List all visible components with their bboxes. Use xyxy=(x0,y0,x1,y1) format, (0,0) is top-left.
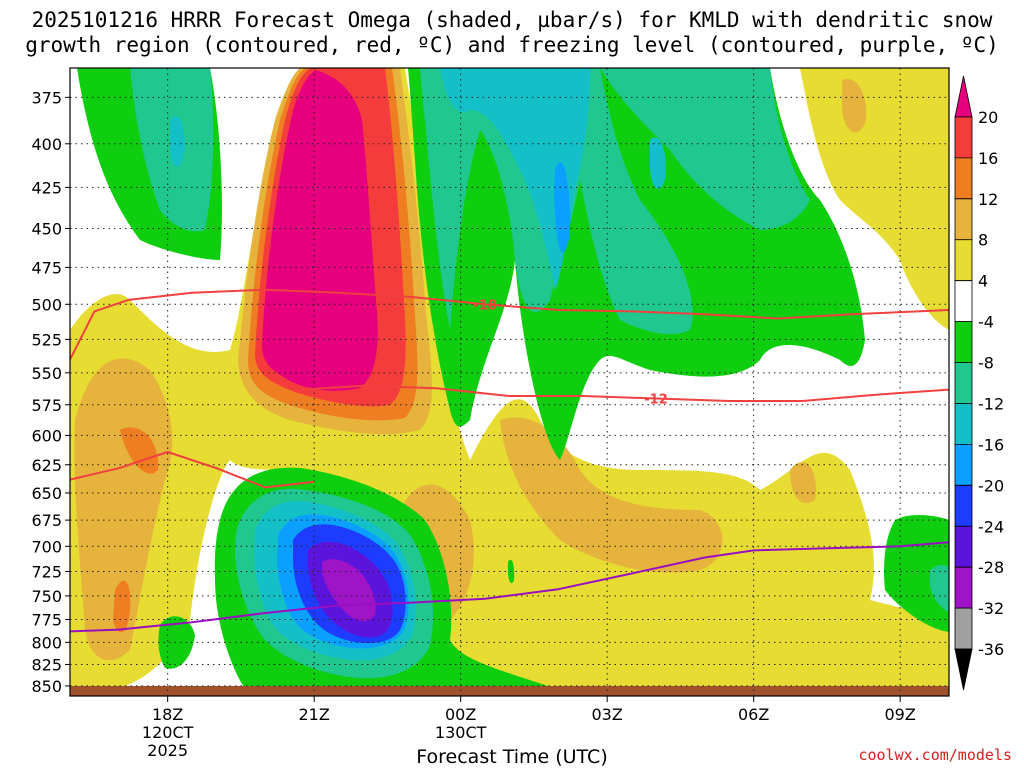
y-tick-label: 700 xyxy=(31,537,62,556)
colorbar-tick-label: -36 xyxy=(978,640,1004,659)
y-tick-label: 600 xyxy=(31,426,62,445)
y-axis: 375 400 425 450 475 500 525 550 575 600 625 650 675 7… xyxy=(31,88,70,696)
chart-title-line2: growth region (contoured, red, ºC) and f… xyxy=(25,33,999,57)
contours: -18 -12 xyxy=(70,288,949,633)
colorbar-swatch xyxy=(954,157,973,200)
omega-region xyxy=(554,162,571,253)
colorbar-swatch xyxy=(954,648,973,691)
x-tick-label: 18Z xyxy=(152,705,183,724)
colorbar-swatch xyxy=(954,239,973,282)
x-tick-sublabel: 120CT xyxy=(142,723,194,742)
omega-region xyxy=(930,565,949,612)
dgz-contour-label: -18 xyxy=(473,298,497,313)
colorbar-swatch xyxy=(954,444,973,486)
omega-region xyxy=(120,427,159,474)
omega-region xyxy=(440,68,590,290)
y-tick-label: 475 xyxy=(31,258,62,277)
dgz-contour xyxy=(70,288,949,361)
y-tick-label: 775 xyxy=(31,610,62,629)
colorbar-swatch xyxy=(954,362,973,404)
colorbar-swatch xyxy=(954,403,973,445)
freezing-level-contour xyxy=(70,541,949,633)
colorbar-tick-label: 4 xyxy=(978,272,988,291)
colorbar-tick-label: -4 xyxy=(978,313,994,332)
colorbar-swatch xyxy=(954,75,973,118)
x-tick-sublabel: 130CT xyxy=(435,723,487,742)
x-tick-label: 03Z xyxy=(592,705,623,724)
grid xyxy=(70,68,949,696)
omega-region xyxy=(842,79,867,133)
y-tick-label: 850 xyxy=(31,677,62,696)
x-tick-label: 06Z xyxy=(738,705,769,724)
omega-region xyxy=(650,137,666,189)
x-tick-label: 09Z xyxy=(885,705,916,724)
omega-shading xyxy=(70,68,949,696)
omega-region xyxy=(800,68,949,330)
dgz-contour xyxy=(299,384,949,402)
colorbar-swatch xyxy=(954,280,973,322)
y-tick-label: 450 xyxy=(31,219,62,238)
y-tick-label: 525 xyxy=(31,330,62,349)
colorbar-tick-label: -32 xyxy=(978,599,1004,618)
y-tick-label: 675 xyxy=(31,511,62,530)
colorbar-swatch xyxy=(954,198,973,241)
colorbar-swatch xyxy=(954,607,973,650)
x-axis-label: Forecast Time (UTC) xyxy=(416,746,608,768)
x-tick-sublabel: 2025 xyxy=(147,741,188,760)
colorbar-tick-label: -24 xyxy=(978,517,1004,536)
chart-title-line1: 2025101216 HRRR Forecast Omega (shaded, … xyxy=(31,8,993,32)
colorbar-tick-label: 8 xyxy=(978,231,988,250)
omega-region xyxy=(170,116,185,167)
x-tick-label: 00Z xyxy=(445,705,476,724)
colorbar-tick-label: 20 xyxy=(978,108,998,127)
omega-region xyxy=(600,68,810,230)
colorbar: 20 16 12 8 4 -4 -8 -12 -16 -20 -24 -28 -32 -36 xyxy=(954,75,1004,691)
colorbar-tick-label: -28 xyxy=(978,558,1004,577)
omega-region xyxy=(500,417,723,573)
y-tick-label: 375 xyxy=(31,88,62,107)
x-tick-label: 21Z xyxy=(299,705,330,724)
colorbar-swatch xyxy=(954,116,973,159)
colorbar-swatch xyxy=(954,484,973,527)
y-tick-label: 650 xyxy=(31,484,62,503)
y-tick-label: 575 xyxy=(31,396,62,415)
y-tick-label: 825 xyxy=(31,655,62,674)
plot-frame xyxy=(69,67,950,697)
terrain-strip xyxy=(70,686,949,696)
y-tick-label: 725 xyxy=(31,563,62,582)
y-tick-label: 625 xyxy=(31,456,62,475)
credit-link[interactable]: coolwx.com/models xyxy=(858,746,1012,764)
colorbar-tick-label: -16 xyxy=(978,435,1004,454)
y-tick-label: 500 xyxy=(31,295,62,314)
omega-region xyxy=(262,70,378,391)
dgz-contour-label: -12 xyxy=(644,393,668,408)
y-tick-label: 800 xyxy=(31,633,62,652)
colorbar-tick-label: 12 xyxy=(978,190,998,209)
colorbar-swatch xyxy=(954,321,973,363)
colorbar-tick-label: -12 xyxy=(978,394,1004,413)
colorbar-swatch xyxy=(954,525,973,568)
y-tick-label: 400 xyxy=(31,135,62,154)
dgz-contour xyxy=(70,451,315,489)
colorbar-tick-label: 16 xyxy=(978,149,998,168)
colorbar-tick-label: -8 xyxy=(978,354,994,373)
y-tick-label: 750 xyxy=(31,587,62,606)
colorbar-tick-label: -20 xyxy=(978,476,1004,495)
omega-region xyxy=(74,358,173,661)
colorbar-swatch xyxy=(954,566,973,609)
y-tick-label: 550 xyxy=(31,364,62,383)
y-tick-label: 425 xyxy=(31,178,62,197)
omega-region xyxy=(322,559,376,622)
